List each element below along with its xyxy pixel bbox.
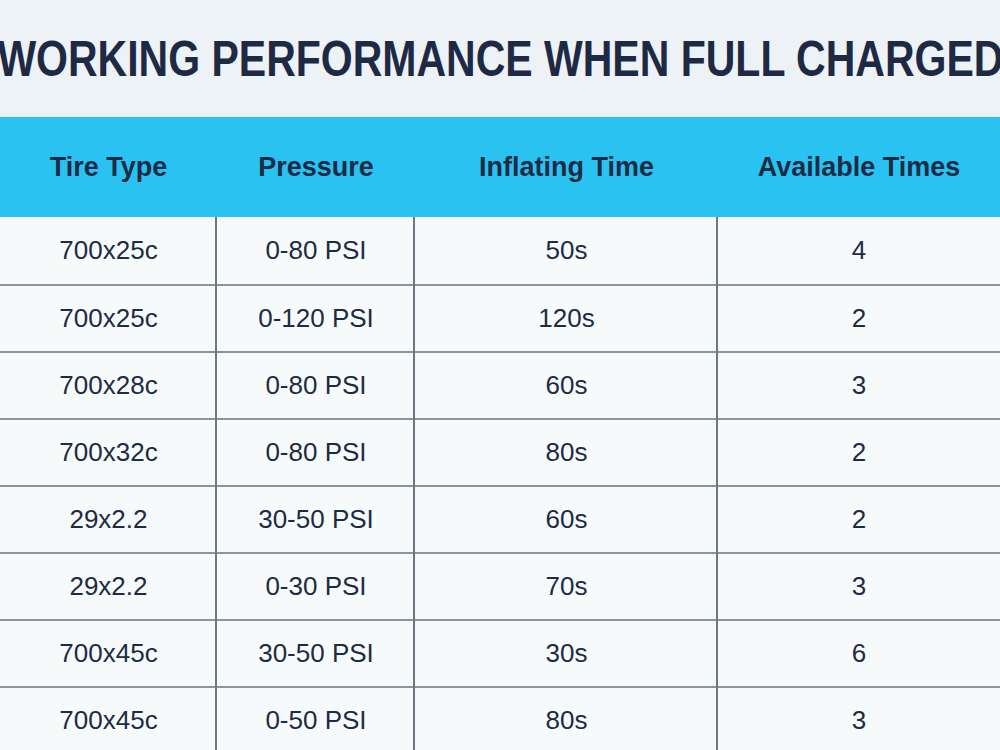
table-header-row: Tire Type Pressure Inflating Time Availa… [0,117,1000,217]
cell-available-times: 3 [718,353,1000,418]
table-row: 29x2.2 0-30 PSI 70s 3 [0,552,1000,619]
cell-available-times: 3 [718,688,1000,750]
cell-available-times: 2 [718,286,1000,351]
column-header-pressure: Pressure [217,152,415,183]
table-row: 700x45c 0-50 PSI 80s 3 [0,686,1000,750]
cell-tire-type: 29x2.2 [0,554,217,619]
cell-tire-type: 700x28c [0,353,217,418]
cell-inflating-time: 60s [415,487,718,552]
cell-tire-type: 700x45c [0,621,217,686]
table-row: 700x45c 30-50 PSI 30s 6 [0,619,1000,686]
column-header-tire-type: Tire Type [0,152,217,183]
cell-available-times: 3 [718,554,1000,619]
cell-available-times: 2 [718,487,1000,552]
table-row: 700x32c 0-80 PSI 80s 2 [0,418,1000,485]
cell-tire-type: 700x32c [0,420,217,485]
cell-available-times: 6 [718,621,1000,686]
column-divider [716,217,718,750]
cell-pressure: 0-80 PSI [217,217,415,284]
column-header-inflating-time: Inflating Time [415,152,718,183]
cell-tire-type: 700x25c [0,217,217,284]
column-header-available-times: Available Times [718,152,1000,183]
cell-inflating-time: 30s [415,621,718,686]
cell-pressure: 30-50 PSI [217,621,415,686]
cell-inflating-time: 120s [415,286,718,351]
cell-inflating-time: 80s [415,420,718,485]
cell-pressure: 0-80 PSI [217,353,415,418]
table-row: 29x2.2 30-50 PSI 60s 2 [0,485,1000,552]
column-divider [215,217,217,750]
cell-available-times: 4 [718,217,1000,284]
cell-tire-type: 700x45c [0,688,217,750]
cell-available-times: 2 [718,420,1000,485]
cell-pressure: 0-120 PSI [217,286,415,351]
cell-inflating-time: 60s [415,353,718,418]
cell-tire-type: 700x25c [0,286,217,351]
cell-inflating-time: 80s [415,688,718,750]
title-band: WORKING PERFORMANCE WHEN FULL CHARGED [0,0,1000,117]
performance-table: Tire Type Pressure Inflating Time Availa… [0,117,1000,750]
table-row: 700x28c 0-80 PSI 60s 3 [0,351,1000,418]
cell-tire-type: 29x2.2 [0,487,217,552]
cell-pressure: 0-50 PSI [217,688,415,750]
table-row: 700x25c 0-120 PSI 120s 2 [0,284,1000,351]
cell-pressure: 0-30 PSI [217,554,415,619]
column-divider [413,217,415,750]
page-title: WORKING PERFORMANCE WHEN FULL CHARGED [0,30,1000,88]
cell-inflating-time: 50s [415,217,718,284]
infographic-page: WORKING PERFORMANCE WHEN FULL CHARGED Ti… [0,0,1000,750]
cell-inflating-time: 70s [415,554,718,619]
cell-pressure: 0-80 PSI [217,420,415,485]
table-row: 700x25c 0-80 PSI 50s 4 [0,217,1000,284]
cell-pressure: 30-50 PSI [217,487,415,552]
table-body: 700x25c 0-80 PSI 50s 4 700x25c 0-120 PSI… [0,217,1000,750]
